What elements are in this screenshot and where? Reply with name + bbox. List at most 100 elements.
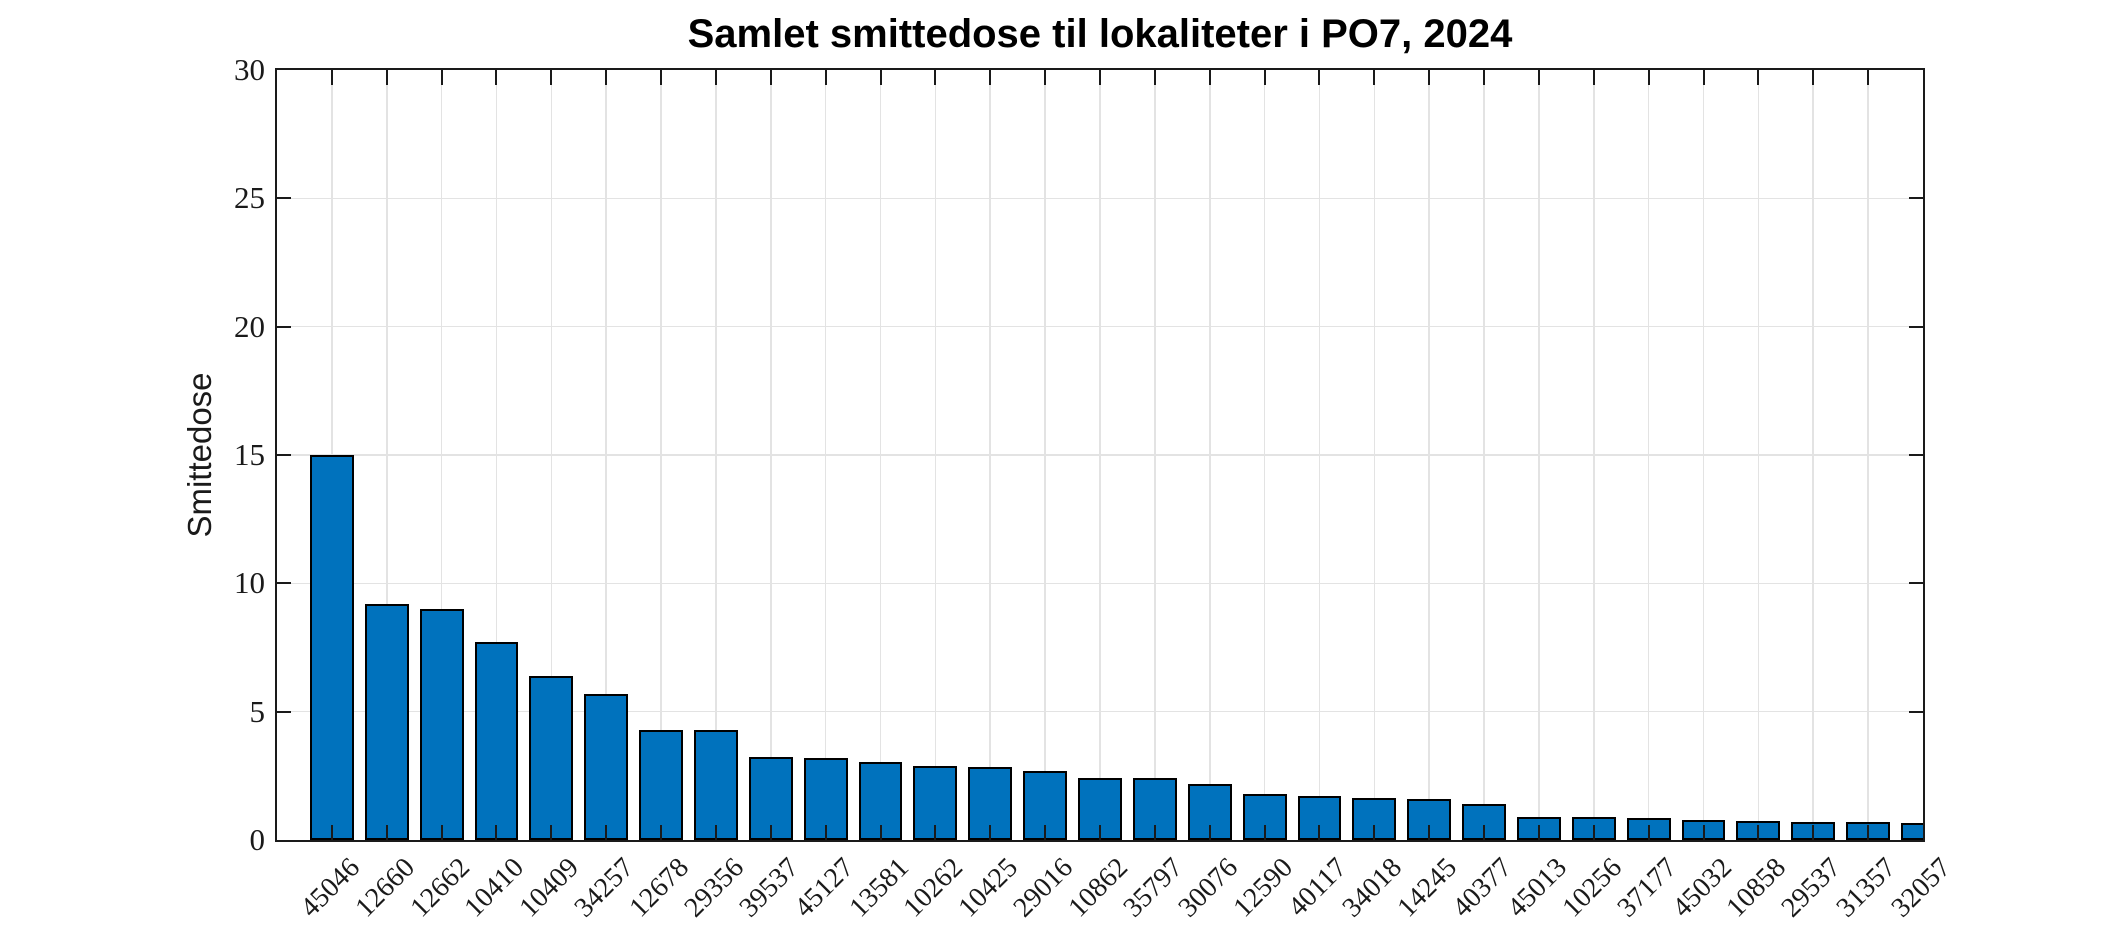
- x-tick-bottom: [385, 825, 388, 840]
- y-tick-left: [277, 325, 291, 328]
- x-tick-bottom: [1263, 825, 1266, 840]
- x-gridline: [715, 70, 717, 840]
- x-tick-bottom: [1483, 825, 1486, 840]
- x-tick-top: [1318, 70, 1321, 85]
- x-tick-bottom: [1099, 825, 1101, 840]
- x-tick-top: [989, 70, 992, 85]
- x-tick-top: [1263, 70, 1266, 85]
- y-tick-label: 20: [234, 308, 265, 344]
- x-gridline: [1812, 70, 1815, 840]
- y-tick-label: 15: [234, 437, 265, 472]
- x-tick-label: 40377: [1446, 852, 1518, 924]
- x-tick-bottom: [1208, 825, 1211, 840]
- y-tick-label: 10: [234, 565, 265, 601]
- y-tick-left: [277, 454, 291, 456]
- x-gridline: [770, 70, 772, 840]
- x-tick-bottom: [1044, 825, 1047, 840]
- x-tick-bottom: [1428, 825, 1431, 840]
- x-tick-top: [1099, 70, 1101, 85]
- y-tick-right: [1909, 582, 1923, 585]
- x-tick-top: [660, 70, 663, 85]
- x-gridline: [1154, 70, 1156, 840]
- y-tick-label: 25: [234, 180, 265, 216]
- x-tick-bottom: [769, 825, 772, 840]
- y-tick-label: 0: [249, 822, 266, 857]
- x-tick-top: [605, 70, 608, 85]
- x-tick-top: [1483, 70, 1486, 85]
- x-tick-label: 13581: [843, 852, 915, 924]
- x-gridline: [1757, 70, 1760, 840]
- x-tick-top: [1812, 70, 1815, 85]
- x-tick-label: 10262: [897, 852, 970, 924]
- y-tick-label: 5: [249, 693, 266, 729]
- x-tick-top: [1208, 70, 1211, 85]
- x-gridline: [1044, 70, 1046, 840]
- x-gridline: [1263, 70, 1266, 840]
- x-tick-bottom: [879, 825, 882, 840]
- x-gridline: [934, 70, 937, 840]
- x-tick-bottom: [1318, 825, 1321, 840]
- y-tick-left: [277, 197, 291, 200]
- x-tick-label: 14245: [1391, 852, 1464, 924]
- x-tick-bottom: [1153, 825, 1156, 840]
- x-tick-label: 39537: [733, 852, 805, 924]
- x-tick-label: 12590: [1227, 852, 1299, 924]
- x-gridline: [879, 70, 882, 840]
- y-tick-label: 30: [234, 52, 265, 87]
- x-tick-label: 35797: [1117, 852, 1189, 924]
- y-tick-left: [277, 582, 291, 585]
- x-tick-bottom: [1757, 825, 1760, 840]
- x-gridline: [385, 70, 388, 840]
- bar: [474, 642, 519, 840]
- bar: [693, 729, 738, 840]
- x-tick-top: [1757, 70, 1760, 85]
- x-tick-label: 10862: [1062, 852, 1134, 924]
- x-gridline: [605, 70, 607, 840]
- x-tick-label: 10425: [952, 852, 1025, 924]
- x-gridline: [1867, 70, 1869, 840]
- x-tick-bottom: [1537, 825, 1540, 840]
- bar: [1297, 796, 1342, 840]
- x-tick-top: [1428, 70, 1431, 85]
- x-gridline: [1647, 70, 1650, 840]
- x-tick-bottom: [1812, 825, 1815, 840]
- x-tick-label: 12660: [349, 852, 421, 924]
- x-tick-top: [385, 70, 388, 85]
- bar: [1901, 823, 1923, 840]
- x-gridline: [1428, 70, 1430, 840]
- x-gridline: [989, 70, 992, 840]
- y-tick-right: [1909, 197, 1923, 200]
- x-gridline: [550, 70, 553, 840]
- x-tick-top: [495, 70, 498, 85]
- bar: [858, 761, 903, 840]
- y-tick-right: [1909, 325, 1923, 328]
- x-tick-bottom: [1702, 825, 1705, 840]
- x-tick-bottom: [440, 825, 443, 840]
- x-tick-label: 10256: [1556, 852, 1628, 924]
- x-tick-bottom: [824, 825, 827, 840]
- x-tick-top: [1592, 70, 1595, 85]
- x-gridline: [440, 70, 443, 840]
- x-tick-label: 12678: [623, 852, 695, 924]
- x-tick-top: [1537, 70, 1540, 85]
- x-tick-bottom: [1373, 825, 1376, 840]
- y-tick-right: [1909, 454, 1923, 456]
- x-tick-top: [1153, 70, 1156, 85]
- x-gridline: [1483, 70, 1485, 840]
- x-gridline: [660, 70, 662, 840]
- x-tick-top: [1044, 70, 1047, 85]
- x-gridline: [1208, 70, 1211, 840]
- x-tick-top: [330, 70, 333, 85]
- bar: [639, 729, 683, 840]
- plot-area: [277, 70, 1923, 840]
- x-tick-label: 45013: [1501, 852, 1573, 924]
- x-tick-label: 10858: [1720, 852, 1793, 924]
- y-tick-left: [277, 710, 291, 713]
- bar: [309, 455, 354, 840]
- x-tick-bottom: [330, 825, 333, 840]
- x-tick-label: 29537: [1775, 852, 1848, 924]
- x-tick-top: [1867, 70, 1870, 85]
- x-tick-top: [1647, 70, 1650, 85]
- x-tick-label: 37177: [1611, 852, 1683, 924]
